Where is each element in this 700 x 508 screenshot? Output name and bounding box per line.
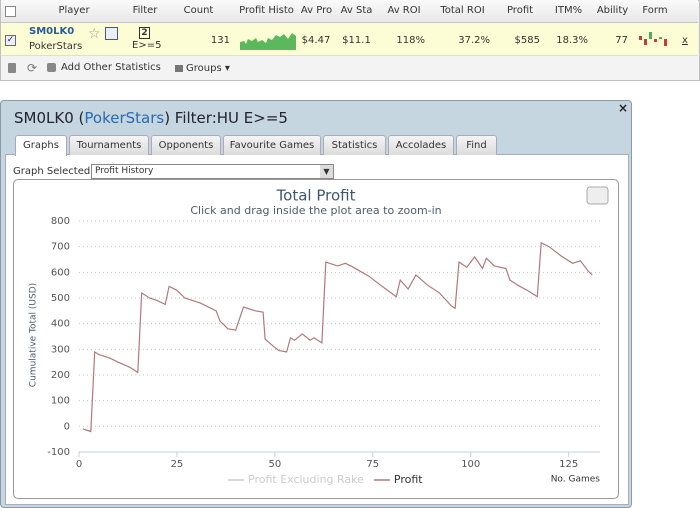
add-statistics[interactable]: Add Other Statistics — [61, 62, 161, 73]
y-tick-label: 700 — [51, 242, 70, 253]
column-header[interactable]: ITM% — [545, 0, 593, 23]
tab[interactable]: Favourite Games — [223, 135, 321, 155]
ability: 77 — [615, 35, 628, 46]
y-tick-label: 300 — [51, 344, 70, 355]
column-header[interactable]: Av Pro — [298, 0, 336, 23]
y-tick-label: 0 — [64, 421, 70, 432]
x-tick-label: 0 — [76, 459, 82, 470]
title-prefix: SM0LK0 ( — [14, 109, 85, 127]
count: 131 — [210, 35, 230, 46]
legend-label[interactable]: Profit Excluding Rake — [248, 473, 364, 486]
x-tick-label: 125 — [559, 459, 578, 470]
x-tick-label: 50 — [268, 459, 281, 470]
chart-title: Total Profit — [276, 187, 356, 205]
column-header[interactable]: Av Sta — [335, 0, 379, 23]
itm: 18.3% — [556, 35, 588, 46]
add-icon[interactable] — [47, 63, 56, 72]
filter: E>=5 — [132, 40, 162, 51]
player-name[interactable]: SM0LK0 — [29, 26, 75, 37]
refresh-icon[interactable]: ⟳ — [27, 61, 38, 75]
tab[interactable]: Statistics — [323, 135, 386, 155]
profit: $585 — [514, 35, 540, 46]
tab-active[interactable]: Graphs — [15, 135, 67, 156]
x-tick-label: 75 — [366, 459, 379, 470]
site-link[interactable]: PokerStars — [84, 109, 165, 127]
profit-line — [82, 241, 593, 433]
y-tick-label: 200 — [51, 370, 70, 381]
x-axis-title: No. Games — [551, 475, 601, 485]
y-tick-label: 500 — [51, 293, 70, 304]
form-bars — [639, 32, 667, 46]
y-tick-label: 800 — [51, 216, 70, 227]
column-header[interactable]: Form — [633, 0, 678, 23]
tab[interactable]: Accolades — [388, 135, 454, 155]
groups-icon[interactable] — [175, 65, 183, 72]
av-roi: 118% — [396, 35, 425, 46]
filter-number[interactable]: 2 — [139, 27, 150, 39]
x-tick-label: 25 — [171, 459, 184, 470]
av-stake: $11.1 — [342, 35, 371, 46]
graph-dropdown[interactable]: Profit History ▼ — [91, 164, 334, 179]
notes-icon[interactable] — [105, 27, 118, 40]
chart: Total Profit Click and drag inside the p… — [29, 186, 609, 486]
remove-link[interactable]: x — [682, 35, 688, 46]
title-suffix: ) Filter:HU E>=5 — [164, 109, 288, 127]
x-tick-label: 100 — [461, 459, 480, 470]
chart-subtitle: Click and drag inside the plot area to z… — [190, 204, 441, 217]
dropdown-value: Profit History — [95, 166, 154, 176]
dropdown-arrow[interactable]: ▼ — [320, 165, 333, 178]
tab[interactable]: Opponents — [151, 135, 221, 155]
column-header[interactable]: Profit — [495, 0, 546, 23]
column-header[interactable]: Profit Histo — [235, 0, 299, 23]
panel-title: SM0LK0 (PokerStars) Filter:HU E>=5 — [14, 109, 288, 127]
column-header[interactable]: Av ROI — [378, 0, 431, 23]
column-header[interactable]: Total ROI — [430, 0, 496, 23]
row-checkbox[interactable]: ✓ — [5, 35, 16, 46]
graph-label: Graph Selected: — [13, 166, 94, 177]
legend-label[interactable]: Profit — [394, 473, 423, 486]
profit-sparkline — [240, 33, 296, 50]
av-profit: $4.47 — [301, 35, 331, 46]
y-tick-label: 600 — [51, 267, 70, 278]
tab[interactable]: Tournaments — [69, 135, 149, 155]
close-button[interactable]: × — [618, 101, 629, 115]
column-header-blank — [677, 0, 698, 23]
export-button[interactable] — [586, 186, 609, 205]
y-tick-label: -100 — [47, 447, 70, 458]
column-header[interactable]: Player — [20, 0, 129, 23]
column-header[interactable]: Count — [162, 0, 236, 23]
y-axis-title: Cumulative Total (USD) — [29, 283, 39, 387]
column-header[interactable]: Ability — [592, 0, 634, 23]
favourite-icon[interactable]: ☆ — [88, 26, 101, 42]
tab[interactable]: Find — [456, 135, 497, 155]
player-site: PokerStars — [29, 41, 83, 52]
checkbox[interactable] — [5, 6, 16, 17]
groups-label: Groups — [186, 63, 222, 74]
column-header[interactable]: Filter — [128, 0, 163, 23]
header-check — [1, 0, 21, 23]
groups-button[interactable]: Groups ▾ — [186, 63, 230, 74]
y-tick-label: 400 — [51, 319, 70, 330]
delete-icon[interactable] — [8, 63, 16, 73]
total-roi: 37.2% — [458, 35, 490, 46]
y-tick-label: 100 — [51, 396, 70, 407]
